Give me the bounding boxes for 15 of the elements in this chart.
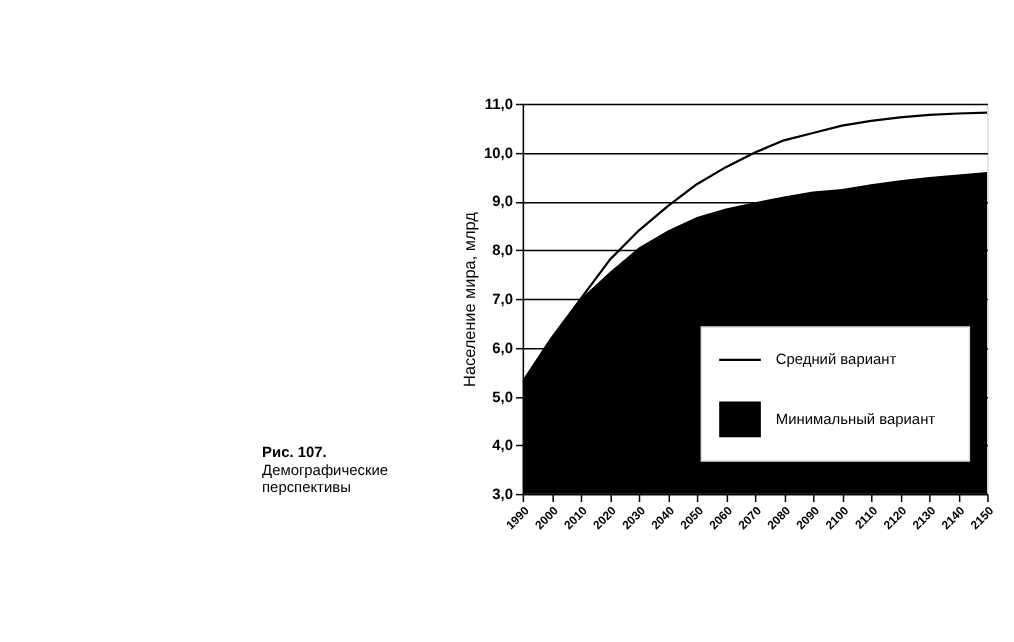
y-tick-label: 4,0 xyxy=(492,436,513,455)
y-tick-label: 10,0 xyxy=(483,143,513,162)
text: Рис. 107. xyxy=(262,442,327,461)
y-tick-label: 7,0 xyxy=(492,290,513,309)
y-tick-label: 11,0 xyxy=(484,94,513,113)
y-tick-label: 8,0 xyxy=(492,241,513,260)
y-tick-label: 6,0 xyxy=(492,338,513,357)
text: перспективы xyxy=(262,478,351,497)
y-tick-label: 3,0 xyxy=(492,485,513,504)
legend-label: Средний вариант xyxy=(775,350,898,369)
y-tick-label: 5,0 xyxy=(492,387,513,406)
y-axis-title: Население мира, млрд xyxy=(461,211,480,387)
text: Демографические xyxy=(262,460,388,479)
y-tick-label: 9,0 xyxy=(492,192,513,211)
legend-label: Минимальный вариант xyxy=(775,409,937,428)
